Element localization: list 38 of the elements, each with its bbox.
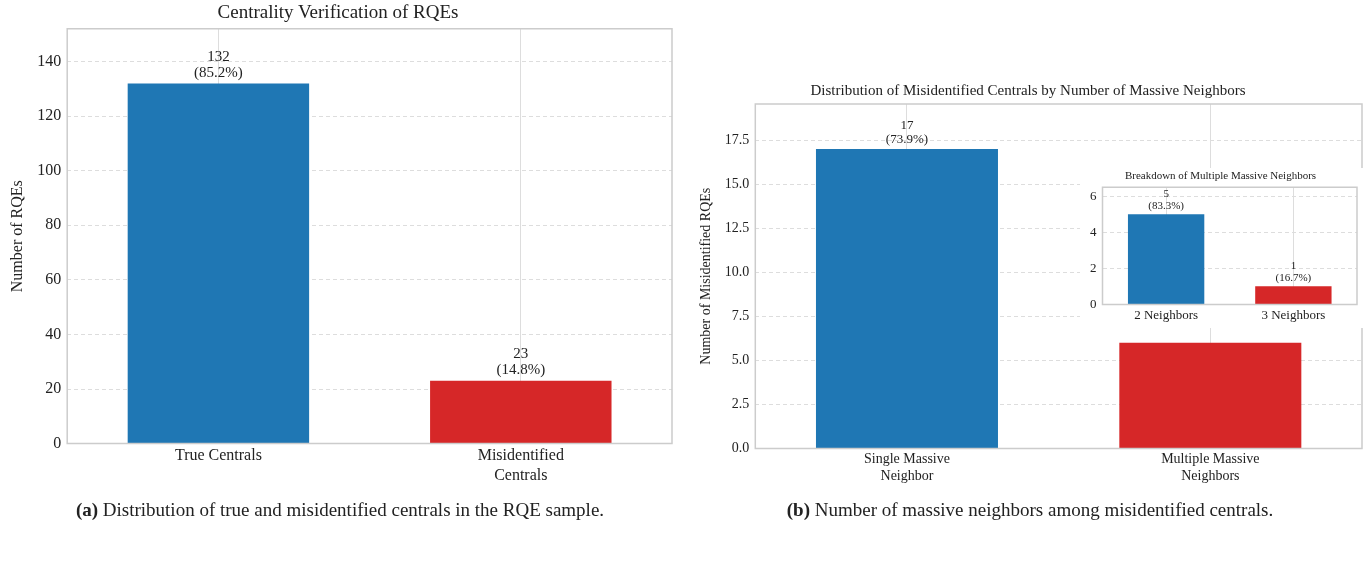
- y-tick-label: 15.0: [724, 175, 750, 191]
- y-tick-label: 6: [1090, 187, 1097, 203]
- y-axis-title: Number of Misidentified RQEs: [698, 187, 714, 365]
- y-tick-label: 2: [1090, 259, 1097, 275]
- chart-title: Breakdown of Multiple Massive Neighbors: [1124, 169, 1317, 182]
- data-label: 17 (73.9%): [885, 116, 929, 146]
- data-label: 132 (85.2%): [194, 47, 243, 81]
- y-tick-label: 10.0: [724, 263, 750, 279]
- y-tick-label: 4: [1090, 223, 1097, 239]
- y-tick-label: 120: [37, 106, 62, 124]
- data-label: 5 (83.3%): [1148, 186, 1185, 212]
- y-tick-label: 80: [45, 215, 62, 233]
- text: (a) Distribution of true and misidentified centrals in the RQE sample.: [75, 499, 605, 520]
- y-tick-label: 2.5: [731, 396, 750, 412]
- y-tick-label: 140: [37, 51, 62, 69]
- x-tick-label: True Centrals: [174, 446, 262, 464]
- y-tick-label: 0: [1090, 295, 1097, 311]
- x-tick-label: 2 Neighbors: [1134, 306, 1199, 322]
- y-tick-label: 100: [37, 160, 62, 178]
- y-tick-label: 40: [45, 324, 62, 342]
- y-tick-label: 60: [45, 270, 62, 288]
- y-tick-label: 5.0: [731, 351, 750, 367]
- y-axis-title: Number of RQEs: [7, 180, 25, 293]
- data-label: 1 (16.7%): [1275, 258, 1312, 284]
- y-tick-label: 12.5: [724, 219, 750, 235]
- x-tick-label: 3 Neighbors: [1261, 306, 1326, 322]
- y-tick-label: 17.5: [724, 131, 750, 147]
- chart-title: Distribution of Misidentified Centrals by Number of Massive Neighbors: [810, 81, 1246, 98]
- y-tick-label: 0: [53, 433, 62, 451]
- y-tick-label: 0.0: [731, 440, 750, 456]
- x-tick-label: Single Massive Neighbor: [864, 451, 950, 484]
- text: (b) Number of massive neighbors among misidentified centrals.: [786, 499, 1274, 520]
- chart-title: Centrality Verification of RQEs: [217, 1, 459, 23]
- data-label: 23 (14.8%): [496, 345, 546, 379]
- y-tick-label: 20: [45, 379, 62, 397]
- x-tick-label: Multiple Massive Neighbors: [1161, 451, 1260, 484]
- y-tick-label: 7.5: [731, 307, 750, 323]
- x-tick-label: Misidentified Centrals: [477, 446, 564, 483]
